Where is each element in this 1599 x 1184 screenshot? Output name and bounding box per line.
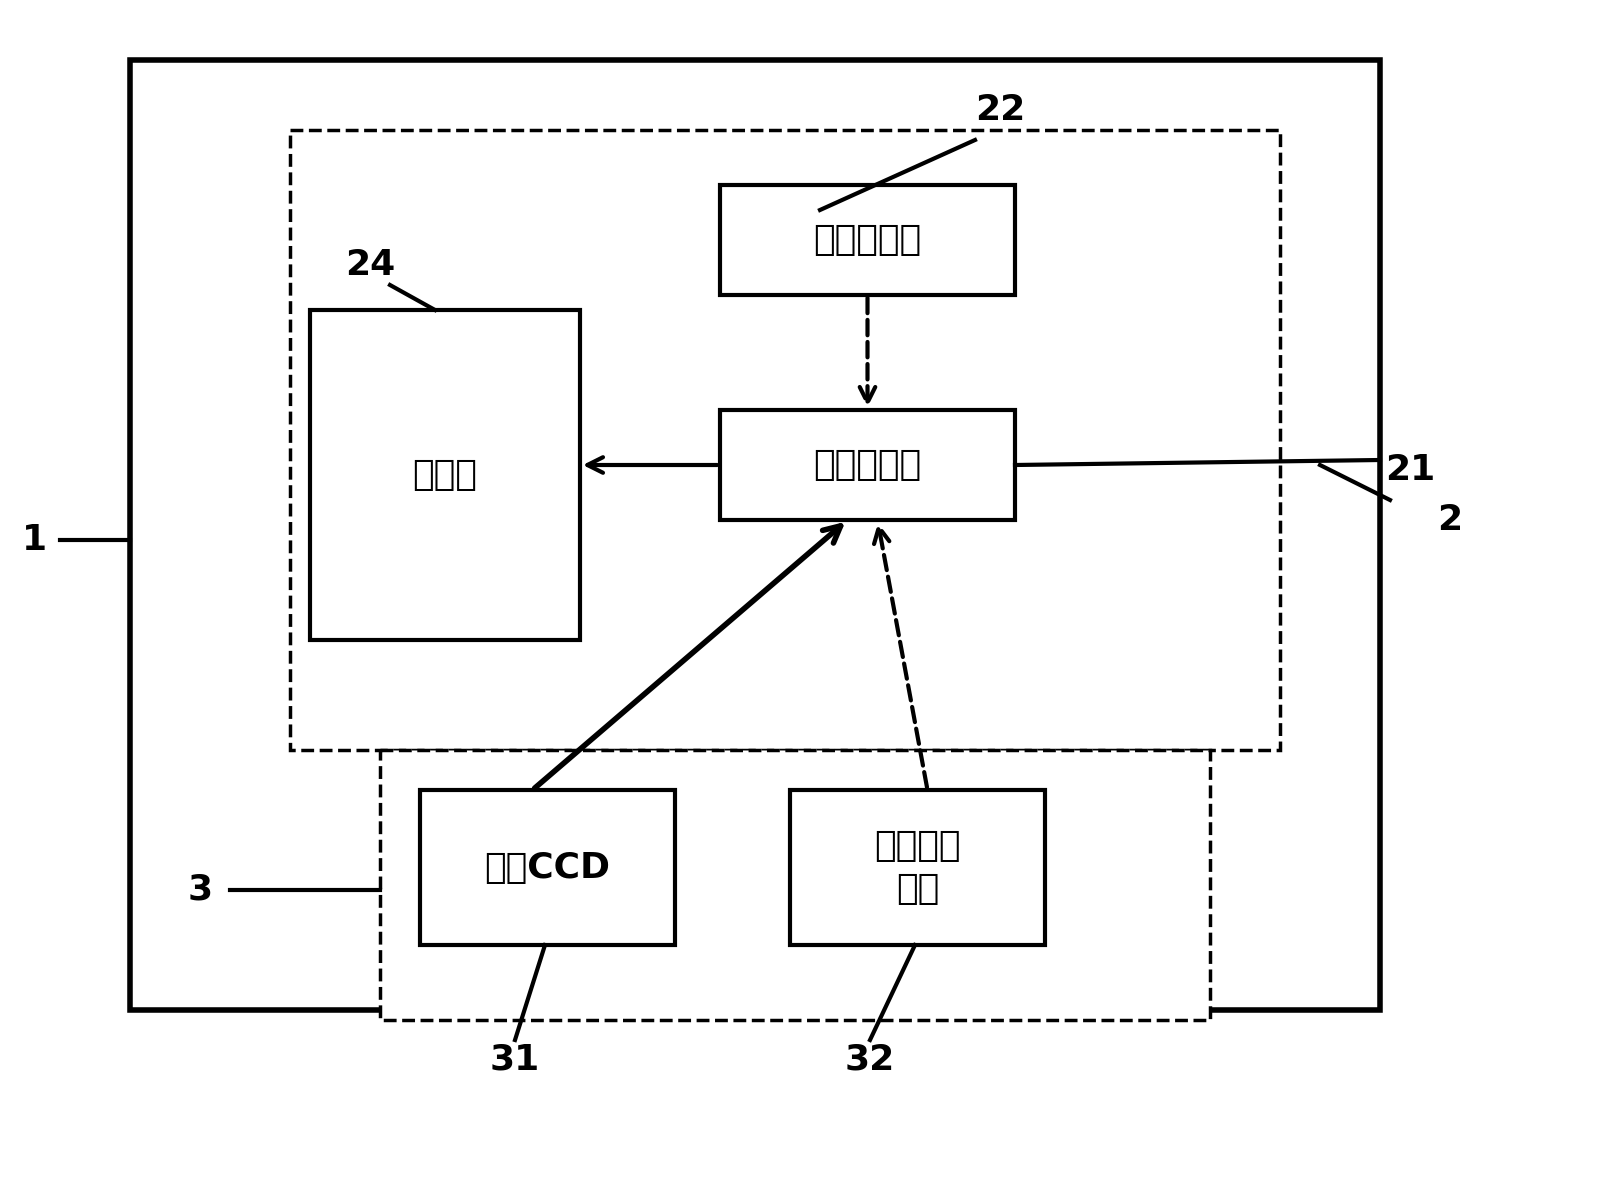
Text: 计算机: 计算机	[413, 458, 478, 493]
Text: 图像采集卡: 图像采集卡	[814, 448, 921, 482]
Bar	[130, 60, 1380, 1010]
Text: 1: 1	[22, 523, 48, 556]
Text: 24: 24	[345, 247, 395, 282]
Text: 21: 21	[1385, 453, 1436, 487]
Bar	[720, 410, 1015, 520]
Text: 31: 31	[489, 1043, 540, 1077]
Text: 里程编码器: 里程编码器	[814, 223, 921, 257]
Bar	[720, 185, 1015, 295]
Text: 面阵CCD: 面阵CCD	[484, 850, 611, 884]
Text: 线激光器
阵列: 线激光器 阵列	[875, 830, 961, 906]
Text: 3: 3	[187, 873, 213, 907]
Text: 32: 32	[844, 1043, 895, 1077]
Bar	[289, 130, 1281, 749]
Text: 2: 2	[1438, 503, 1463, 538]
Text: 22: 22	[975, 94, 1025, 127]
Bar	[310, 310, 580, 641]
Bar	[790, 790, 1046, 945]
Bar	[381, 749, 1210, 1019]
Bar	[421, 790, 675, 945]
